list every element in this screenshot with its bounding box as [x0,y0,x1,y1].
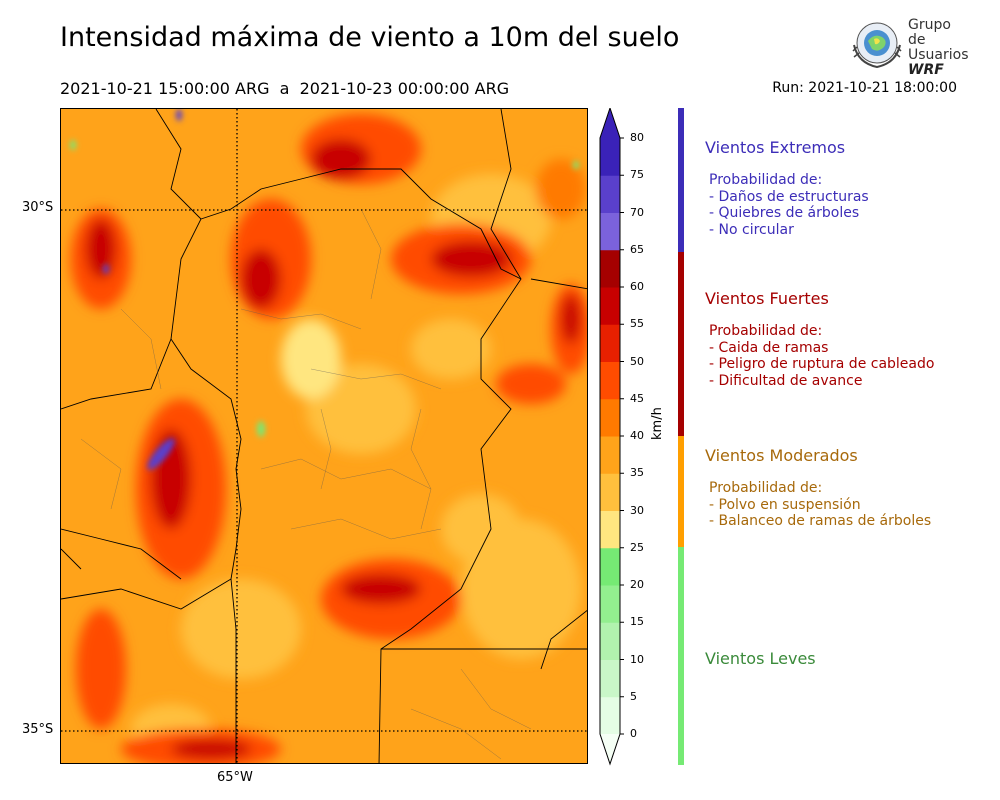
globe-emblem-icon [852,22,902,69]
colorbar-tick-label: 20 [630,578,644,591]
colorbar-tick-label: 75 [630,168,644,182]
run-timestamp: Run: 2021-10-21 18:00:00 [772,80,957,96]
lat-label-35s: 35°S [22,722,54,737]
department-borders [80,208,532,760]
desc-line: - Polvo en suspensión [709,496,861,513]
colorbar-tick-label: 55 [630,317,644,331]
colorbar-bin [600,585,620,623]
desc-line: Probabilidad de: [709,323,823,339]
desc-line: - Balanceo de ramas de árboles [709,513,932,529]
colorbar-bin [600,659,620,698]
colorbar-bin [600,622,620,660]
colorbar-tick-label: 35 [630,466,644,480]
logo-line-2: Usuarios [908,47,969,63]
map-title: Intensidad máxima de viento a 10m del su… [60,22,680,53]
colorbar-bin [600,436,620,474]
colorbar-extend-min [600,734,620,764]
category-desc-moderados: Probabilidad de: - Polvo en suspensión -… [709,480,931,530]
colorbar-bin [600,287,620,325]
category-desc-extremos: Probabilidad de: - Daños de estructuras … [709,172,869,238]
colorbar-tick-label: 25 [630,540,644,554]
category-desc-fuertes: Probabilidad de: - Caida de ramas - Peli… [709,323,934,389]
colorbar-extend-max [600,108,620,138]
category-title-fuertes: Vientos Fuertes [705,289,829,308]
desc-line: - Dificultad de avance [709,372,863,389]
colorbar-tick-label: 15 [630,615,644,629]
colorbar-tick-label: 65 [630,242,644,256]
colorbar-bin [600,696,620,735]
province-borders [61,109,587,763]
desc-line: - Peligro de ruptura de cableado [709,356,935,372]
colorbar-bin [600,473,620,511]
colorbar-tick-label: 30 [630,503,644,517]
desc-line: Probabilidad de: [709,172,823,188]
colorbar-bin [600,212,620,251]
lat-label-30s: 30°S [22,200,54,215]
category-bar-fuertes [678,252,684,436]
colorbar-bin [600,398,620,437]
colorbar-bin [600,249,620,288]
logo-line-1: Grupo de [908,17,951,48]
category-title-extremos: Vientos Extremos [705,138,846,157]
colorbar-tick-label: 80 [630,131,644,144]
colorbar-tick-label: 70 [630,205,644,219]
colorbar-unit: km/h [650,407,665,440]
colorbar-tick-label: 50 [630,354,644,368]
category-title-moderados: Vientos Moderados [705,446,858,465]
desc-line: Probabilidad de: [709,480,823,496]
lon-label-65w: 65°W [217,770,253,785]
graticule [61,109,587,763]
wind-field [71,114,587,763]
category-title-leves: Vientos Leves [705,649,816,668]
colorbar-tick-label: 5 [630,689,637,703]
category-bar-moderados [678,436,684,547]
desc-line: - Daños de estructuras [709,188,869,205]
colorbar-bin [600,175,620,213]
colorbar-tick-label: 45 [630,391,644,405]
colorbar-tick-label: 0 [630,727,637,740]
category-bar-leves [678,547,684,765]
logo-line-3: WRF [908,62,944,78]
colorbar-bin [600,324,620,362]
desc-line: - Caida de ramas [709,339,829,356]
desc-line: - No circular [709,221,794,238]
colorbar-tick-label: 40 [630,429,644,442]
wrf-logo: Grupo de Usuarios WRF [848,15,969,78]
colorbar-bin [600,510,620,549]
colorbar-bin [600,361,620,400]
colorbar-bin [600,138,620,176]
colorbar-tick-label: 60 [630,280,644,293]
valid-period: 2021-10-21 15:00:00 ARG a 2021-10-23 00:… [60,79,510,98]
colorbar [598,106,668,768]
colorbar-bin [600,547,620,586]
colorbar-tick-label: 10 [630,652,644,666]
category-bar-extremos [678,108,684,252]
desc-line: - Quiebres de árboles [709,205,860,221]
wind-map [60,108,588,764]
